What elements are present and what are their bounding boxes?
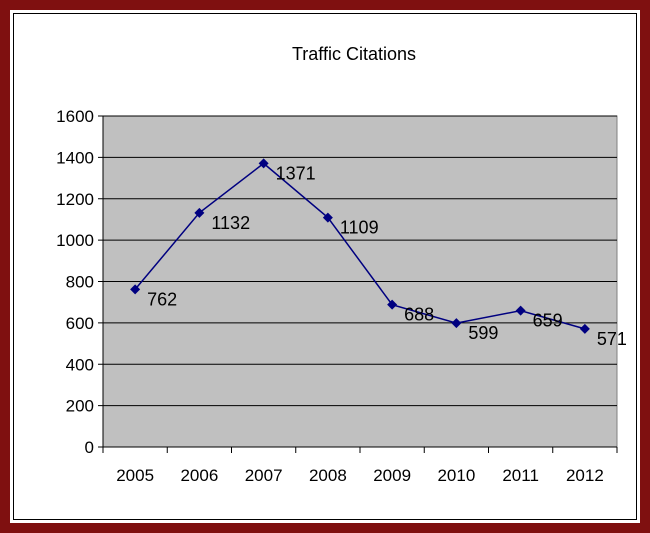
y-tick-label: 200 <box>66 397 94 416</box>
y-tick-label: 1000 <box>56 231 94 250</box>
chart-title: Traffic Citations <box>292 44 416 64</box>
data-label: 571 <box>597 329 627 349</box>
y-tick-label: 600 <box>66 314 94 333</box>
x-tick-label: 2010 <box>437 466 475 485</box>
y-tick-label: 0 <box>85 438 94 457</box>
x-tick-label: 2008 <box>309 466 347 485</box>
data-point-marker <box>579 323 590 334</box>
data-label: 762 <box>147 289 177 309</box>
x-tick-label: 2012 <box>566 466 604 485</box>
x-tick-label: 2009 <box>373 466 411 485</box>
x-tick-label: 2005 <box>116 466 154 485</box>
data-label: 688 <box>404 305 434 325</box>
series-line <box>134 162 586 330</box>
data-label: 659 <box>533 311 563 331</box>
x-tick-label: 2007 <box>245 466 283 485</box>
data-label: 1371 <box>276 163 316 183</box>
data-point-marker <box>194 207 205 218</box>
data-label: 1132 <box>211 213 250 233</box>
x-tick-label: 2006 <box>180 466 218 485</box>
y-tick-label: 1200 <box>56 190 94 209</box>
x-tick-label: 2011 <box>502 466 539 485</box>
y-tick-label: 400 <box>66 355 94 374</box>
y-tick-label: 1600 <box>56 107 94 126</box>
data-point-marker <box>258 158 269 169</box>
data-label: 599 <box>468 323 498 343</box>
data-label: 1109 <box>340 218 379 238</box>
data-point-marker <box>451 318 462 329</box>
y-tick-label: 800 <box>66 273 94 292</box>
data-point-marker <box>387 299 398 310</box>
y-tick-label: 1400 <box>56 148 94 167</box>
data-point-marker <box>130 284 141 295</box>
data-point-marker <box>515 305 526 316</box>
chart-area-border <box>13 13 637 520</box>
data-point-marker <box>322 212 333 223</box>
